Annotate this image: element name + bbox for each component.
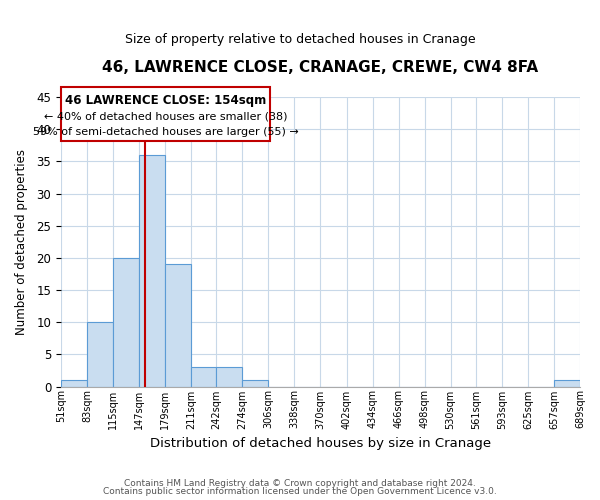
- FancyBboxPatch shape: [61, 88, 270, 141]
- Bar: [61, 380, 87, 386]
- Text: ← 40% of detached houses are smaller (38): ← 40% of detached houses are smaller (38…: [44, 112, 287, 122]
- Text: 46 LAWRENCE CLOSE: 154sqm: 46 LAWRENCE CLOSE: 154sqm: [65, 94, 266, 106]
- Text: Contains public sector information licensed under the Open Government Licence v3: Contains public sector information licen…: [103, 487, 497, 496]
- Bar: [217, 367, 242, 386]
- Bar: [242, 380, 268, 386]
- Bar: [554, 380, 580, 386]
- Text: Contains HM Land Registry data © Crown copyright and database right 2024.: Contains HM Land Registry data © Crown c…: [124, 478, 476, 488]
- Bar: [87, 322, 113, 386]
- Text: 59% of semi-detached houses are larger (55) →: 59% of semi-detached houses are larger (…: [32, 128, 298, 138]
- Bar: [191, 367, 217, 386]
- Bar: [113, 258, 139, 386]
- Text: Size of property relative to detached houses in Cranage: Size of property relative to detached ho…: [125, 32, 475, 46]
- Bar: [139, 155, 165, 386]
- Title: 46, LAWRENCE CLOSE, CRANAGE, CREWE, CW4 8FA: 46, LAWRENCE CLOSE, CRANAGE, CREWE, CW4 …: [103, 60, 539, 75]
- X-axis label: Distribution of detached houses by size in Cranage: Distribution of detached houses by size …: [150, 437, 491, 450]
- Bar: [165, 264, 191, 386]
- Y-axis label: Number of detached properties: Number of detached properties: [15, 149, 28, 335]
